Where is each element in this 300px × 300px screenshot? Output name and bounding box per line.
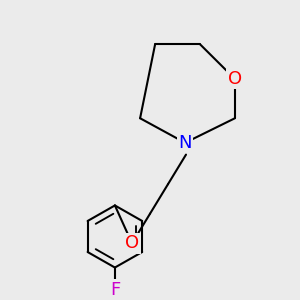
Text: F: F bbox=[110, 281, 120, 299]
Text: N: N bbox=[178, 134, 192, 152]
Text: O: O bbox=[228, 70, 242, 88]
Text: O: O bbox=[125, 234, 139, 252]
